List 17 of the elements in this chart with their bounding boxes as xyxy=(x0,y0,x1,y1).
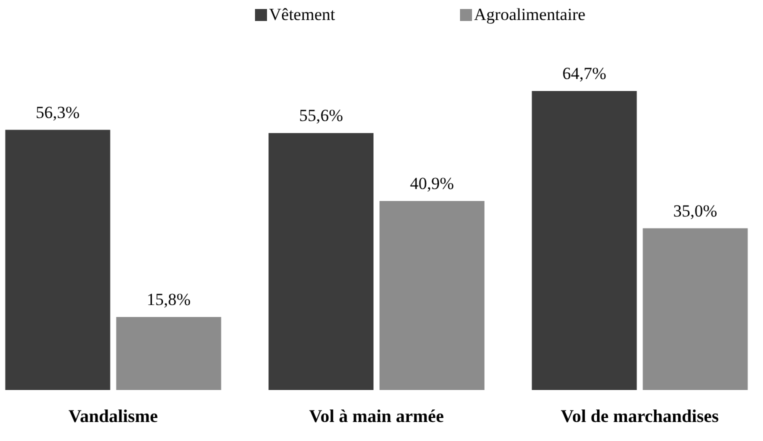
bar xyxy=(380,200,484,390)
data-label: 64,7% xyxy=(562,64,606,83)
x-tick-label: Vol à main armée xyxy=(309,406,444,426)
data-label: 56,3% xyxy=(36,102,80,122)
data-label: 40,9% xyxy=(410,174,454,193)
bar xyxy=(116,316,222,390)
x-tick-label: Vol de marchandises xyxy=(560,406,719,426)
bar xyxy=(532,91,637,390)
legend-label: Agroalimentaire xyxy=(474,5,586,24)
bar xyxy=(5,130,110,390)
bar xyxy=(642,228,748,390)
x-tick-label: Vandalisme xyxy=(68,406,158,426)
data-label: 15,8% xyxy=(146,290,191,309)
data-label: 55,6% xyxy=(299,106,343,126)
data-label: 35,0% xyxy=(673,201,718,220)
legend-label: Vêtement xyxy=(269,5,336,24)
bar xyxy=(268,133,374,390)
